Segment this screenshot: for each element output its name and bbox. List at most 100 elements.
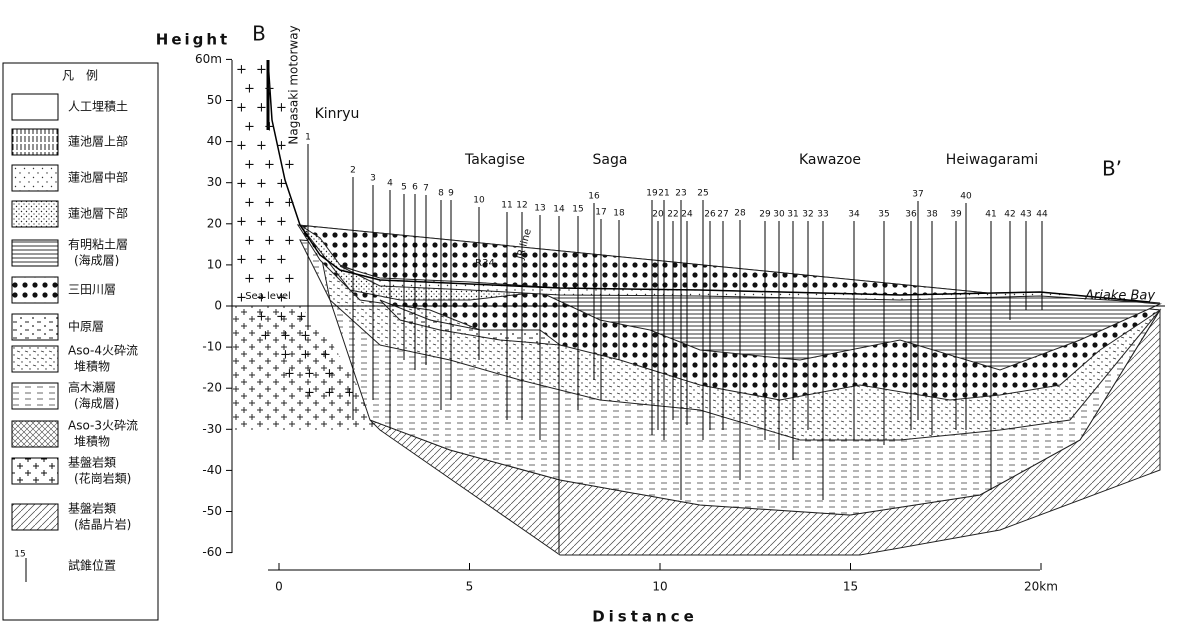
legend-label: 有明粘土層 — [68, 237, 128, 252]
boring-label: 23 — [675, 189, 686, 199]
legend-label: (花崗岩類) — [74, 471, 131, 486]
granite-mark: + — [300, 348, 311, 363]
granite-mark: + — [276, 291, 287, 306]
granite-mark: + — [276, 310, 287, 325]
place-label: Kawazoe — [799, 152, 861, 168]
legend-swatch — [12, 165, 58, 191]
granite-mark: + — [244, 234, 255, 249]
boring-label: 26 — [704, 210, 716, 220]
legend-label: 中原層 — [68, 319, 104, 334]
legend-label: 蓮池層中部 — [68, 170, 128, 185]
boring-label: 21 — [658, 189, 669, 199]
boring-label: 42 — [1004, 210, 1015, 220]
boring-label: 33 — [817, 210, 828, 220]
boring-label: 4 — [387, 179, 393, 189]
legend-swatch — [12, 458, 58, 484]
legend-label: 基盤岩類 — [68, 501, 116, 516]
legend-swatch — [12, 383, 58, 409]
boring-label: 29 — [759, 210, 771, 220]
boring-label: 43 — [1020, 210, 1031, 220]
granite-mark: + — [256, 253, 267, 268]
boring-label: 12 — [516, 201, 527, 211]
granite-mark: + — [264, 272, 275, 287]
granite-mark: + — [244, 272, 255, 287]
granite-mark: + — [236, 101, 247, 116]
boring-label: 44 — [1036, 210, 1048, 220]
boring-label: 39 — [950, 210, 962, 220]
granite-mark: + — [236, 253, 247, 268]
legend-label: Aso-3火砕流 — [68, 418, 138, 433]
legend-label: (結晶片岩) — [74, 517, 131, 532]
granite-mark: + — [256, 310, 267, 325]
granite-mark: + — [256, 291, 267, 306]
y-tick-label: 0 — [214, 299, 222, 313]
legend-label: 蓮池層下部 — [68, 206, 128, 221]
granite-mark: + — [236, 139, 247, 154]
place-label: Saga — [593, 152, 628, 168]
legend-label: 堆積物 — [74, 359, 110, 374]
cross-section: Height Distance B B’ Kinryu Takagise Sag… — [0, 0, 1177, 634]
granite-mark: + — [296, 310, 307, 325]
y-tick-label: 50 — [207, 93, 222, 107]
legend-label: Aso-4火砕流 — [68, 343, 138, 358]
boring-label: 24 — [681, 210, 693, 220]
legend-swatch — [12, 201, 58, 227]
granite-mark: + — [320, 348, 331, 363]
granite-mark: + — [284, 272, 295, 287]
y-tick-label: -10 — [202, 340, 222, 354]
y-tick-label: -20 — [202, 381, 222, 395]
granite-mark: + — [264, 158, 275, 173]
granite-mark: + — [324, 386, 335, 401]
legend-label: (海成層) — [74, 253, 119, 268]
x-tick-label: 0 — [275, 580, 283, 594]
legend-label: 基盤岩類 — [68, 455, 116, 470]
y-tick-label: 60m — [195, 52, 222, 66]
boring-label: 16 — [588, 192, 600, 202]
granite-mark: + — [256, 215, 267, 230]
motorway-label: Nagasaki motorway — [287, 25, 301, 144]
granite-mark: + — [304, 386, 315, 401]
boring-label: 14 — [553, 205, 565, 215]
granite-mark: + — [236, 63, 247, 78]
legend-label: (海成層) — [74, 396, 119, 411]
section-end: B’ — [1102, 157, 1122, 181]
granite-mark: + — [284, 367, 295, 382]
legend-label: 試錐位置 — [68, 558, 116, 573]
boring-label: 8 — [438, 189, 444, 199]
boring-label: 9 — [448, 189, 454, 199]
granite-mark: + — [264, 120, 275, 135]
boring-label: 6 — [412, 183, 418, 193]
y-tick-label: 20 — [207, 216, 222, 230]
y-axis-title: Height — [156, 31, 230, 49]
legend-label: 三田川層 — [68, 283, 116, 297]
granite-mark: + — [344, 386, 355, 401]
legend-label: 高木瀬層 — [68, 380, 116, 395]
boring-label: 22 — [667, 210, 678, 220]
boring-label: 41 — [985, 210, 996, 220]
x-tick-label: 5 — [466, 580, 474, 594]
place-label: Heiwagarami — [946, 152, 1038, 168]
road-label: R34 — [475, 258, 495, 269]
boring-label: 10 — [473, 196, 485, 206]
legend-label: 人工埋積土 — [68, 99, 128, 114]
legend-label: 堆積物 — [74, 434, 110, 449]
granite-mark: + — [256, 177, 267, 192]
x-tick-label: 20km — [1024, 580, 1058, 594]
boring-label: 40 — [960, 192, 972, 202]
granite-mark: + — [256, 139, 267, 154]
granite-mark: + — [256, 101, 267, 116]
boring-label: 37 — [912, 190, 923, 200]
granite-mark: + — [244, 158, 255, 173]
place-label: Takagise — [464, 152, 525, 168]
y-tick-label: 10 — [207, 257, 222, 271]
boring-label: 31 — [787, 210, 798, 220]
granite-mark: + — [264, 82, 275, 97]
granite-mark: + — [260, 329, 271, 344]
boring-label: 1 — [305, 133, 311, 143]
boring-label: 35 — [878, 210, 889, 220]
granite-mark: + — [236, 177, 247, 192]
x-axis-title: Distance — [592, 608, 698, 626]
boring-label: 15 — [572, 205, 583, 215]
legend-title: 凡 例 — [62, 69, 98, 83]
place-label: Kinryu — [315, 106, 360, 122]
